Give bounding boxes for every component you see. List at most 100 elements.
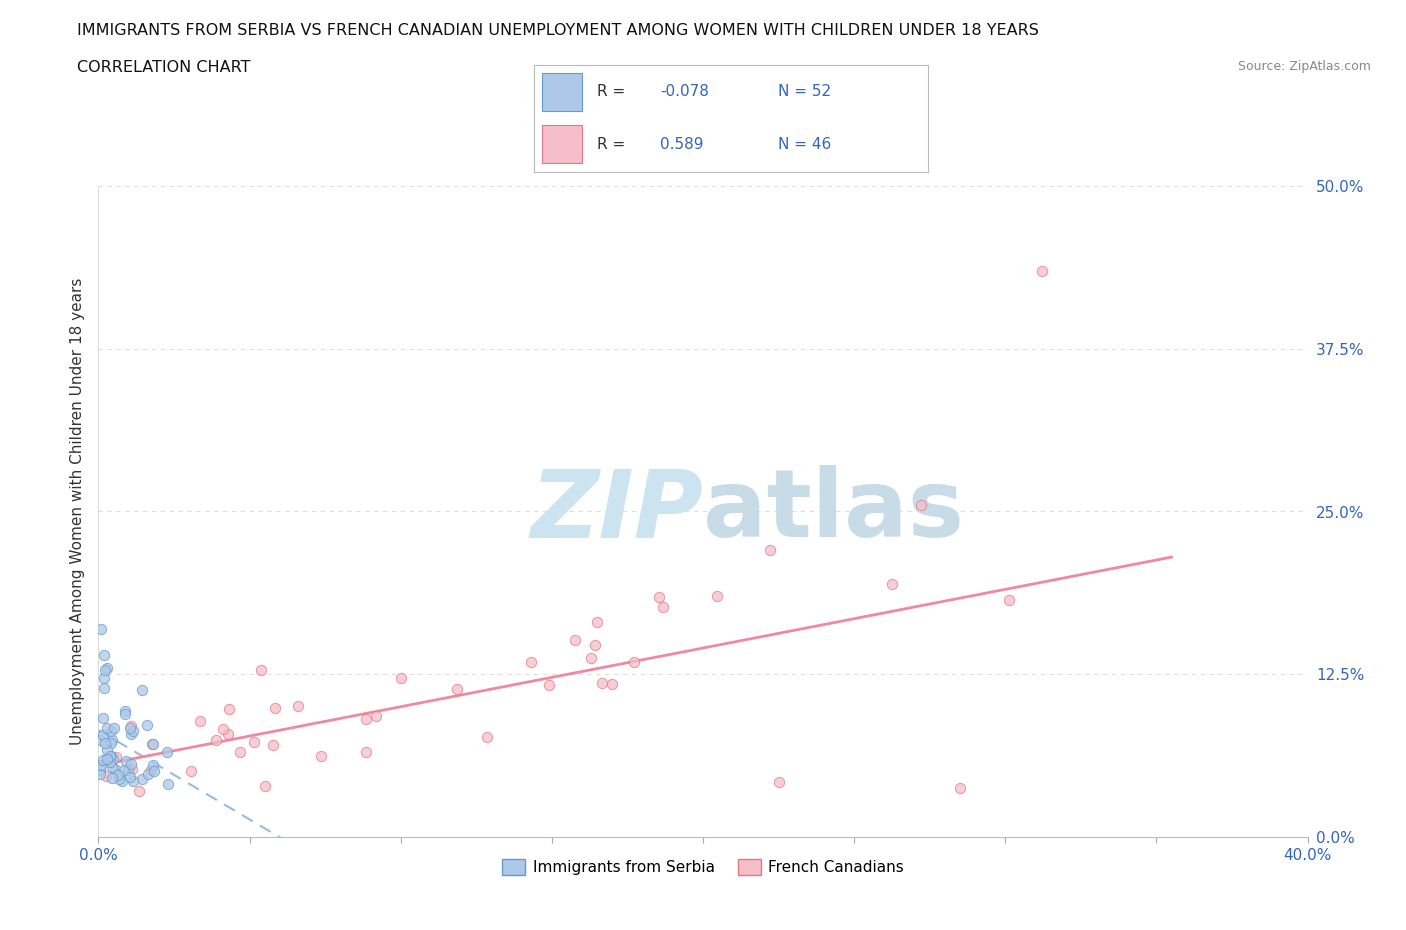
Point [998, 593, 1021, 608]
Point [90, 758, 112, 773]
Point [93, 681, 115, 696]
Point [121, 774, 143, 789]
Point [96, 660, 118, 675]
Point [98, 751, 121, 766]
Text: CORRELATION CHART: CORRELATION CHART [77, 60, 250, 75]
Point [103, 721, 125, 736]
Point [91, 752, 114, 767]
Text: R =: R = [598, 85, 626, 100]
Text: -0.078: -0.078 [661, 85, 709, 100]
Point [93, 671, 115, 685]
Point [287, 698, 309, 713]
Point [98, 749, 121, 764]
Point [139, 763, 162, 777]
Text: 0.589: 0.589 [661, 137, 704, 152]
Point [128, 783, 150, 798]
Text: N = 52: N = 52 [779, 85, 831, 100]
Text: Source: ZipAtlas.com: Source: ZipAtlas.com [1237, 60, 1371, 73]
Point [120, 719, 142, 734]
Y-axis label: Unemployment Among Women with Children Under 18 years: Unemployment Among Women with Children U… [69, 278, 84, 745]
Point [586, 615, 609, 630]
Point [91, 711, 114, 725]
Point [364, 709, 387, 724]
Point [156, 777, 179, 791]
Point [131, 772, 153, 787]
Point [217, 726, 239, 741]
Point [309, 749, 332, 764]
Point [768, 775, 790, 790]
Point [120, 757, 142, 772]
Point [100, 736, 122, 751]
Point [142, 758, 165, 773]
Point [243, 735, 266, 750]
Point [112, 763, 135, 777]
Point [131, 683, 153, 698]
Point [218, 701, 240, 716]
Point [115, 753, 138, 768]
Point [591, 675, 613, 690]
Point [89, 733, 111, 748]
Point [579, 650, 602, 665]
Point [96, 743, 118, 758]
Point [136, 767, 159, 782]
Point [94, 769, 117, 784]
Point [111, 774, 134, 789]
Text: R =: R = [598, 137, 626, 152]
Bar [543, 125, 582, 164]
Point [101, 770, 124, 785]
Point [354, 711, 377, 726]
Point [180, 764, 202, 778]
Point [354, 745, 377, 760]
Point [100, 749, 122, 764]
Point [93, 663, 115, 678]
Point [188, 713, 211, 728]
Point [254, 778, 277, 793]
Text: ZIP: ZIP [530, 466, 703, 557]
Point [101, 751, 124, 766]
Point [120, 721, 142, 736]
Point [910, 498, 932, 512]
Point [96, 720, 118, 735]
Point [101, 733, 124, 748]
Point [120, 726, 142, 741]
Point [89, 766, 111, 781]
Legend: Immigrants from Serbia, French Canadians: Immigrants from Serbia, French Canadians [496, 853, 910, 882]
Point [647, 590, 669, 604]
Point [107, 767, 129, 782]
Point [141, 736, 163, 751]
Point [122, 724, 145, 738]
Point [156, 745, 179, 760]
Point [204, 733, 226, 748]
Bar [543, 73, 582, 111]
Point [249, 662, 271, 677]
Point [89, 763, 111, 777]
Point [93, 647, 115, 662]
Point [96, 752, 118, 767]
Point [143, 764, 166, 778]
Point [114, 703, 136, 718]
Point [759, 543, 782, 558]
Point [583, 637, 606, 652]
Point [104, 750, 127, 764]
Point [136, 717, 159, 732]
Point [118, 770, 141, 785]
Point [98, 755, 121, 770]
Point [100, 724, 122, 739]
Point [142, 737, 165, 751]
Point [90, 621, 112, 636]
Point [1031, 263, 1053, 278]
Point [475, 729, 498, 744]
Point [101, 760, 124, 775]
Point [564, 633, 586, 648]
Point [949, 780, 972, 795]
Point [263, 700, 285, 715]
Point [108, 772, 131, 787]
Text: IMMIGRANTS FROM SERBIA VS FRENCH CANADIAN UNEMPLOYMENT AMONG WOMEN WITH CHILDREN: IMMIGRANTS FROM SERBIA VS FRENCH CANADIA… [77, 23, 1039, 38]
Point [602, 677, 624, 692]
Text: atlas: atlas [703, 466, 965, 557]
Point [229, 745, 252, 760]
Point [389, 671, 412, 685]
Point [446, 682, 468, 697]
Point [262, 737, 284, 752]
Point [623, 654, 645, 669]
